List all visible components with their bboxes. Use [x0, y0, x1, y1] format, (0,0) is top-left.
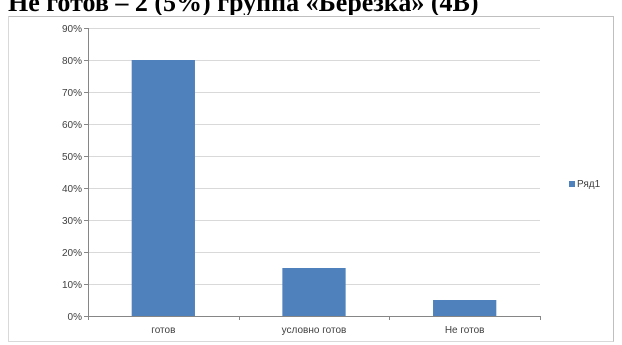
x-axis-tick-labels: готов условно готов Не готов	[151, 325, 484, 336]
axes	[84, 28, 541, 320]
y-tick-label: 60%	[62, 120, 82, 131]
legend: Ряд1	[569, 177, 600, 191]
y-tick-label: 0%	[68, 312, 83, 323]
y-tick-label: 50%	[62, 152, 82, 163]
y-axis-tick-labels: 0% 10% 20% 30% 40% 50% 60% 70% 80% 90%	[62, 24, 82, 323]
legend-label: Ряд1	[577, 178, 601, 190]
y-tick-label: 70%	[62, 88, 82, 99]
bar	[433, 300, 497, 316]
y-tick-label: 90%	[62, 24, 82, 35]
bar-series	[131, 60, 497, 316]
y-tick-label: 10%	[62, 280, 82, 291]
legend-swatch	[569, 181, 575, 187]
x-tick-label: условно готов	[282, 325, 347, 336]
y-tick-label: 80%	[62, 56, 82, 67]
x-tick-label: Не готов	[445, 325, 485, 336]
x-tick-label: готов	[151, 325, 175, 336]
y-tick-label: 20%	[62, 248, 82, 259]
bar	[131, 60, 195, 316]
bar	[282, 268, 346, 316]
y-tick-label: 30%	[62, 216, 82, 227]
page-title: Не готов – 2 (5%) группа «Березка» (4В)	[8, 0, 479, 15]
y-tick-label: 40%	[62, 184, 82, 195]
